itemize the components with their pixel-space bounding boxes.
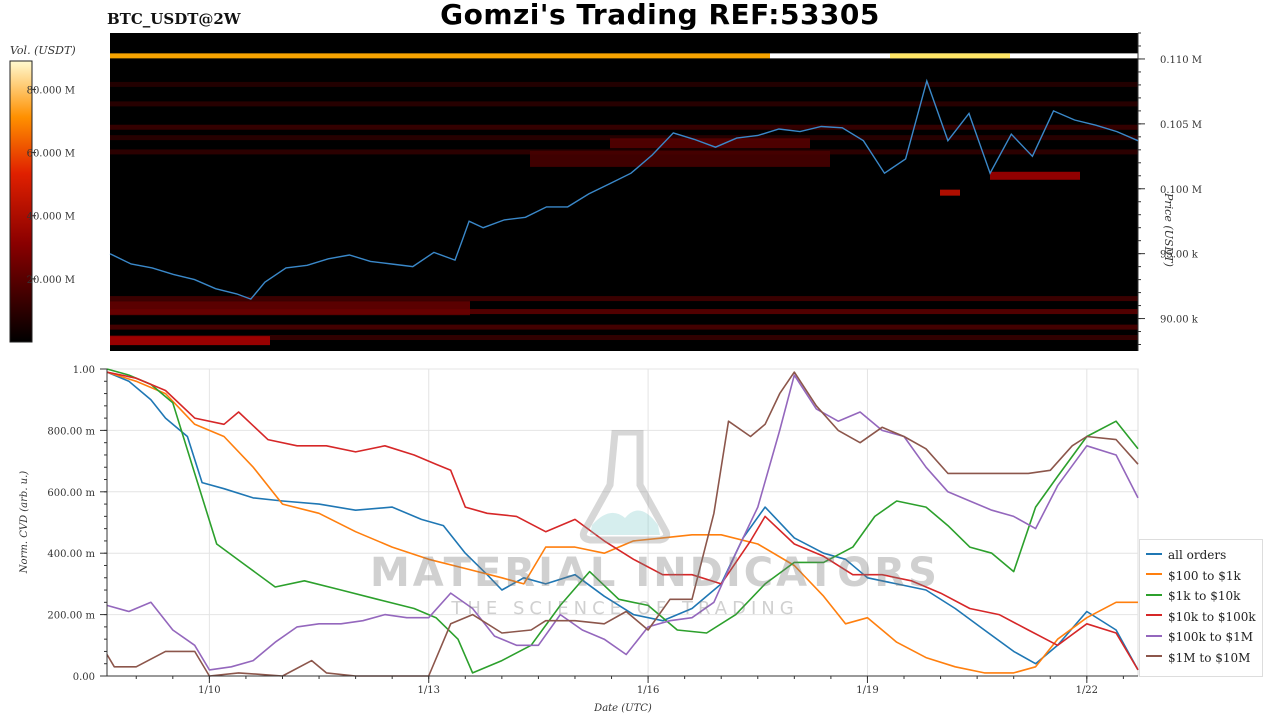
legend-label: $1k to $10k: [1168, 589, 1241, 603]
heatmap-band: [110, 309, 1138, 315]
price-tick-label: 90.00 k: [1160, 315, 1199, 326]
legend-item: $1k to $10k: [1146, 589, 1240, 609]
legend-label: $10k to $100k: [1168, 609, 1256, 624]
heatmap-level-yellow: [890, 53, 1010, 59]
legend-label: all orders: [1168, 548, 1227, 562]
heatmap-cells: [110, 53, 1138, 346]
legend-swatch: [1146, 573, 1162, 575]
legend-swatch: [1146, 634, 1162, 637]
legend-label: $100 to $1k: [1168, 568, 1241, 583]
cvd-y-tick-label: 1.00: [73, 365, 95, 376]
cvd-x-tick-label: 1/16: [637, 685, 659, 696]
colorbar-ticks: 80.000 M 60.000 M 40.000 M 20.000 M: [27, 85, 75, 285]
cvd-line--100k-to-1m: [106, 374, 1139, 671]
cvd-line-all-orders: [106, 371, 1139, 671]
heatmap-patch: [110, 301, 470, 316]
cvd-x-tick-label: 1/19: [856, 685, 878, 696]
cvd-y-tick-label: 0.00: [73, 672, 95, 683]
legend-label: $100k to $1M: [1168, 630, 1254, 644]
cvd-y-axis: 1.00 800.00 m 600.00 m 400.00 m 200.00 m 0.00: [47, 365, 108, 683]
heatmap-band: [110, 135, 1138, 141]
cvd-x-tick-label: 1/10: [198, 685, 220, 696]
colorbar-label: Vol. (USDT): [10, 44, 76, 57]
colorbar-tick-label: 20.000 M: [27, 275, 75, 286]
cvd-line--1m-to-10m: [106, 371, 1139, 677]
legend-item: $100 to $1k: [1146, 569, 1241, 589]
legend-item: $100k to $1M: [1146, 630, 1253, 650]
heatmap-patch: [990, 171, 1080, 180]
pair-label: BTC_USDT@2W: [107, 10, 241, 28]
heatmap-band: [110, 324, 1138, 330]
cvd-x-tick-label: 1/13: [417, 685, 439, 696]
colorbar-tick-label: 60.000 M: [27, 149, 75, 160]
colorbar-tick-label: 40.000 M: [27, 212, 75, 223]
legend: all orders $100 to $1k $1k to $10k $10k to …: [1139, 539, 1263, 677]
cvd-y-tick-label: 400.00 m: [47, 549, 95, 560]
cvd-line--10k-to-100k: [106, 371, 1139, 671]
cvd-line--1k-to-10k: [106, 368, 1139, 674]
legend-label: $1M to $10M: [1168, 650, 1251, 665]
cvd-y-tick-label: 600.00 m: [47, 488, 95, 499]
legend-item: all orders: [1146, 548, 1226, 568]
cvd-x-axis: 1/10 1/13 1/16 1/19 1/22: [107, 675, 1138, 696]
heatmap-patch: [110, 336, 270, 346]
heatmap-band: [110, 81, 1138, 87]
colorbar: [9, 60, 33, 343]
cvd-panel: [106, 368, 1139, 677]
heatmap-band: [110, 296, 1138, 302]
chart-title: Gomzi's Trading REF:53305: [440, 0, 880, 31]
cvd-series: [106, 368, 1139, 677]
legend-item: $1M to $10M: [1146, 651, 1250, 671]
heatmap-patch: [610, 138, 810, 149]
price-tick-label: 0.100 M: [1160, 185, 1202, 196]
legend-swatch: [1146, 593, 1162, 596]
y-axis-label: Norm. CVD (arb. u.): [19, 471, 30, 574]
cvd-x-tick-label: 1/22: [1076, 685, 1098, 696]
price-tick-label: 95.00 k: [1160, 250, 1199, 261]
cvd-line--100-to-1k: [106, 371, 1138, 674]
price-tick-label: 0.105 M: [1160, 120, 1202, 131]
heatmap-patch: [530, 150, 830, 167]
heatmap-price-axis: 0.110 M 0.105 M 0.100 M 95.00 k 90.00 k: [1137, 32, 1202, 351]
heatmap-band: [110, 335, 1138, 341]
colorbar-tick-label: 80.000 M: [27, 85, 75, 96]
heatmap-band: [110, 101, 1138, 107]
price-tick-label: 0.110 M: [1160, 55, 1202, 66]
legend-swatch: [1146, 614, 1162, 616]
legend-item: $10k to $100k: [1146, 610, 1256, 630]
heatmap-level-orange: [110, 53, 770, 59]
price-series: [109, 78, 1139, 300]
cvd-y-tick-label: 200.00 m: [47, 611, 95, 622]
x-axis-label: Date (UTC): [593, 703, 652, 714]
heatmap-band: [110, 124, 1138, 130]
legend-swatch: [1146, 655, 1162, 657]
legend-swatch: [1146, 552, 1162, 555]
heatmap-patch: [940, 189, 960, 196]
cvd-y-tick-label: 800.00 m: [47, 426, 95, 437]
